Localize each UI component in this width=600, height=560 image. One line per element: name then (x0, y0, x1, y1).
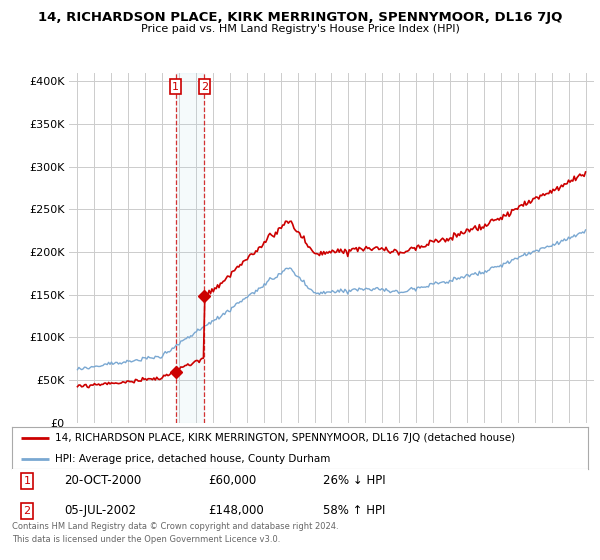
Text: 14, RICHARDSON PLACE, KIRK MERRINGTON, SPENNYMOOR, DL16 7JQ (detached house): 14, RICHARDSON PLACE, KIRK MERRINGTON, S… (55, 433, 515, 443)
Text: 2: 2 (201, 82, 208, 91)
Text: 26% ↓ HPI: 26% ↓ HPI (323, 474, 386, 488)
Text: HPI: Average price, detached house, County Durham: HPI: Average price, detached house, Coun… (55, 454, 331, 464)
Text: £60,000: £60,000 (208, 474, 256, 488)
Text: 58% ↑ HPI: 58% ↑ HPI (323, 504, 385, 517)
Text: 05-JUL-2002: 05-JUL-2002 (64, 504, 136, 517)
Text: 1: 1 (23, 476, 31, 486)
Text: 2: 2 (23, 506, 31, 516)
Bar (176, 73, 205, 423)
Text: Price paid vs. HM Land Registry's House Price Index (HPI): Price paid vs. HM Land Registry's House … (140, 24, 460, 34)
Text: Contains HM Land Registry data © Crown copyright and database right 2024.: Contains HM Land Registry data © Crown c… (12, 522, 338, 531)
Text: 14, RICHARDSON PLACE, KIRK MERRINGTON, SPENNYMOOR, DL16 7JQ: 14, RICHARDSON PLACE, KIRK MERRINGTON, S… (38, 11, 562, 24)
Text: This data is licensed under the Open Government Licence v3.0.: This data is licensed under the Open Gov… (12, 535, 280, 544)
Text: £148,000: £148,000 (208, 504, 263, 517)
Text: 20-OCT-2000: 20-OCT-2000 (64, 474, 141, 488)
Text: 1: 1 (172, 82, 179, 91)
